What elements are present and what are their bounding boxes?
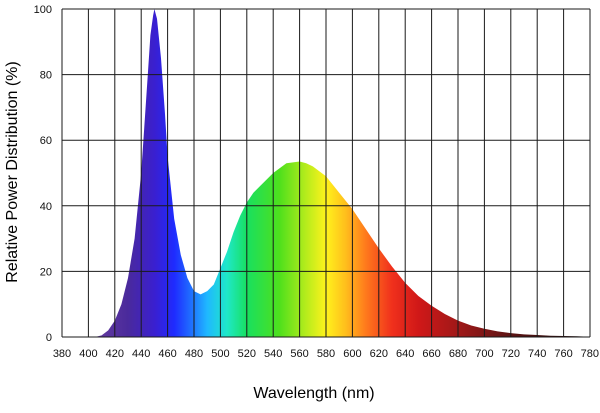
- y-tick-label: 40: [40, 201, 52, 213]
- x-tick-label: 460: [158, 348, 176, 360]
- x-tick-label: 540: [264, 348, 282, 360]
- x-tick-label: 720: [502, 348, 520, 360]
- spectrum-area: [88, 9, 591, 337]
- x-tick-label: 660: [422, 348, 440, 360]
- grid-layer: [61, 8, 591, 338]
- x-tick-label: 500: [211, 348, 229, 360]
- area-layer: [88, 9, 591, 337]
- x-tick-label: 780: [581, 348, 599, 360]
- y-tick-label: 100: [34, 4, 52, 16]
- x-tick-label: 740: [528, 348, 546, 360]
- x-tick-label: 600: [343, 348, 361, 360]
- y-tick-label: 0: [46, 332, 52, 344]
- x-tick-label: 400: [79, 348, 97, 360]
- y-tick-label: 80: [40, 70, 52, 82]
- x-axis-title: Wavelength (nm): [253, 385, 374, 402]
- x-tick-label: 420: [106, 348, 124, 360]
- y-tick-label: 20: [40, 266, 52, 278]
- x-tick-label: 440: [132, 348, 150, 360]
- x-tick-label: 640: [396, 348, 414, 360]
- y-tick-labels: 0 20 40 60 80 100: [34, 4, 52, 344]
- x-tick-label: 760: [554, 348, 572, 360]
- x-tick-label: 480: [185, 348, 203, 360]
- x-tick-labels: 380 400 420 440 460 480 500 520 540 560 580 600 620 6…: [53, 348, 599, 360]
- x-tick-label: 380: [53, 348, 71, 360]
- x-tick-label: 680: [449, 348, 467, 360]
- x-tick-label: 520: [238, 348, 256, 360]
- x-tick-label: 560: [290, 348, 308, 360]
- x-tick-label: 700: [475, 348, 493, 360]
- y-axis-title: Relative Power Distribution (%): [4, 61, 21, 282]
- x-tick-label: 620: [370, 348, 388, 360]
- x-tick-label: 580: [317, 348, 335, 360]
- y-tick-label: 60: [40, 135, 52, 147]
